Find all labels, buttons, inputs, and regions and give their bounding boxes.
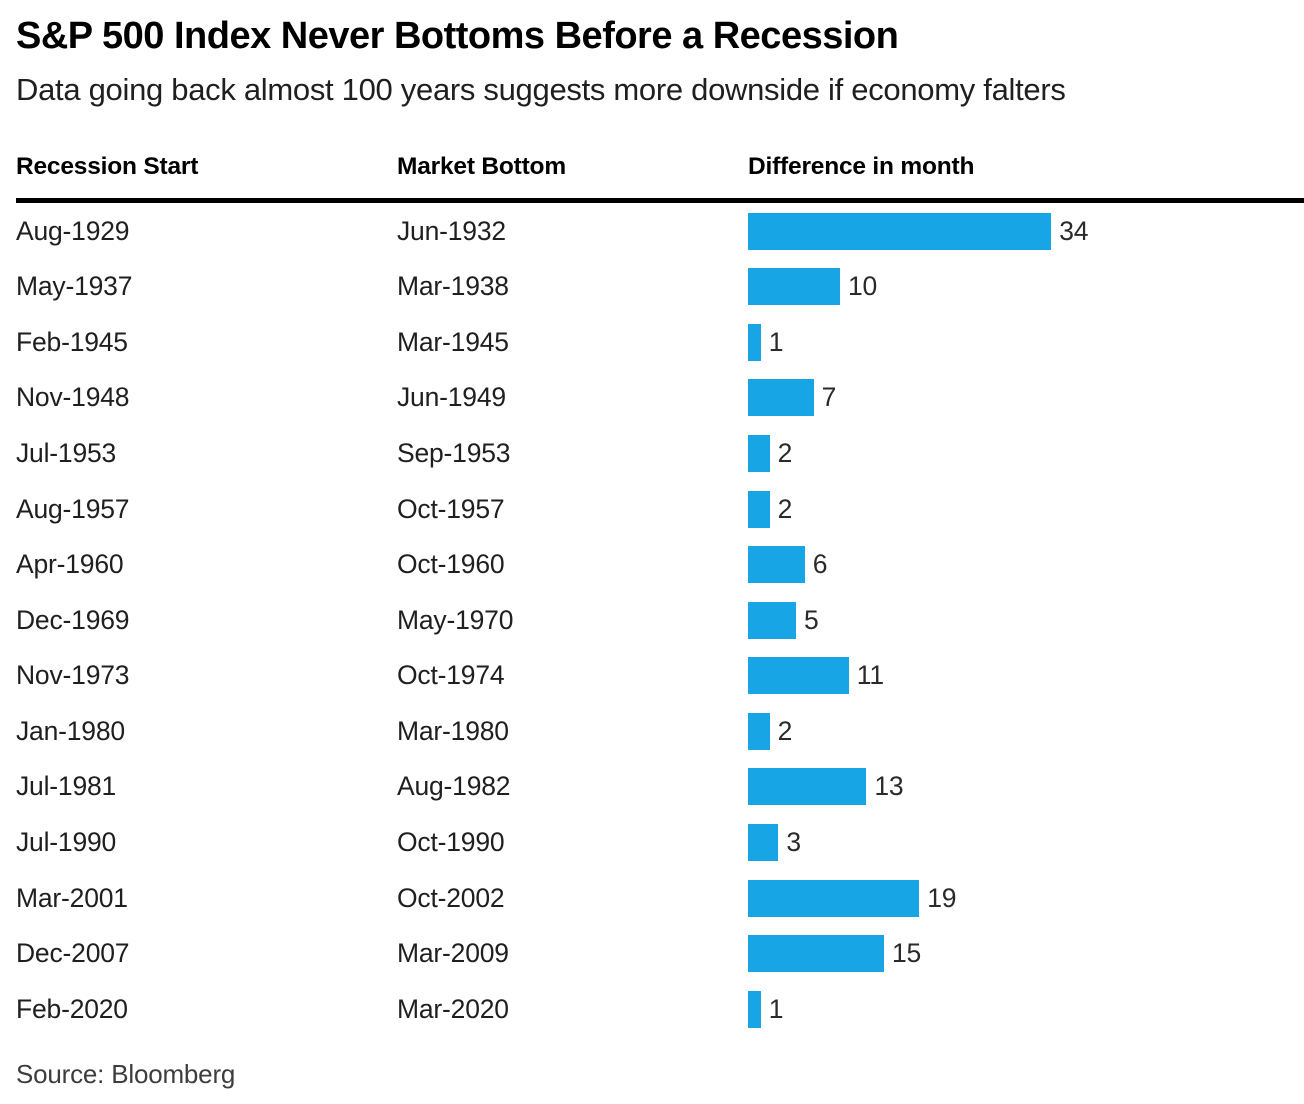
difference-bar bbox=[748, 768, 867, 806]
market-bottom-value: Mar-1980 bbox=[397, 715, 509, 746]
difference-bar bbox=[748, 712, 770, 750]
difference-value-label: 10 bbox=[848, 271, 878, 302]
difference-bar-cell: 3 bbox=[748, 815, 1304, 871]
column-header-market-bottom: Market Bottom bbox=[397, 153, 566, 181]
difference-value-label: 19 bbox=[927, 882, 957, 913]
difference-bar bbox=[748, 990, 761, 1028]
difference-bar bbox=[748, 657, 849, 695]
difference-value-label: 2 bbox=[777, 715, 793, 746]
source-note: Source: Bloomberg bbox=[16, 1059, 236, 1090]
column-header-difference-in-month: Difference in month bbox=[748, 153, 975, 181]
difference-bar-cell: 13 bbox=[748, 759, 1304, 815]
difference-value-label: 3 bbox=[786, 827, 801, 858]
recession-start-value: Feb-2020 bbox=[16, 993, 128, 1024]
column-header-recession-start: Recession Start bbox=[16, 153, 199, 181]
difference-value-label: 7 bbox=[821, 382, 837, 413]
market-bottom-value: Aug-1982 bbox=[397, 771, 511, 802]
table-row: Dec-2007 Mar-2009 15 bbox=[16, 926, 1304, 982]
table-row: Apr-1960 Oct-1960 6 bbox=[16, 537, 1304, 593]
difference-bar-cell: 2 bbox=[748, 481, 1304, 537]
market-bottom-value: Mar-2020 bbox=[397, 993, 509, 1024]
difference-bar-cell: 5 bbox=[748, 592, 1304, 648]
chart-subtitle: Data going back almost 100 years suggest… bbox=[16, 71, 1066, 107]
difference-bar bbox=[748, 879, 920, 917]
difference-value-label: 5 bbox=[804, 604, 819, 635]
recession-start-value: Nov-1948 bbox=[16, 382, 130, 413]
recession-start-value: Aug-1929 bbox=[16, 215, 130, 246]
difference-bar bbox=[748, 601, 796, 639]
recession-start-value: Jan-1980 bbox=[16, 715, 125, 746]
table-row: Jan-1980 Mar-1980 2 bbox=[16, 704, 1304, 760]
table-row: Mar-2001 Oct-2002 19 bbox=[16, 870, 1304, 926]
table-row: Jul-1981 Aug-1982 13 bbox=[16, 759, 1304, 815]
recession-start-value: Jul-1953 bbox=[16, 437, 117, 468]
difference-bar-cell: 10 bbox=[748, 259, 1304, 315]
chart-title: S&P 500 Index Never Bottoms Before a Rec… bbox=[16, 15, 899, 57]
difference-value-label: 34 bbox=[1059, 215, 1089, 246]
market-bottom-value: Jun-1932 bbox=[397, 215, 506, 246]
table-row: Aug-1929 Jun-1932 34 bbox=[16, 203, 1304, 259]
difference-bar bbox=[748, 490, 770, 528]
difference-value-label: 2 bbox=[777, 437, 793, 468]
difference-bar-cell: 11 bbox=[748, 648, 1304, 704]
difference-bar bbox=[748, 379, 814, 417]
difference-value-label: 1 bbox=[768, 326, 784, 357]
difference-bar-cell: 7 bbox=[748, 370, 1304, 426]
market-bottom-value: Mar-2009 bbox=[397, 938, 509, 969]
recession-start-value: Jul-1981 bbox=[16, 771, 117, 802]
table-row: May-1937 Mar-1938 10 bbox=[16, 259, 1304, 315]
market-bottom-value: Jun-1949 bbox=[397, 382, 506, 413]
difference-bar-cell: 6 bbox=[748, 537, 1304, 593]
market-bottom-value: May-1970 bbox=[397, 604, 514, 635]
recession-start-value: Feb-1945 bbox=[16, 326, 128, 357]
market-bottom-value: Oct-2002 bbox=[397, 882, 505, 913]
market-bottom-value: Oct-1957 bbox=[397, 493, 505, 524]
difference-value-label: 2 bbox=[777, 493, 793, 524]
market-bottom-value: Mar-1938 bbox=[397, 271, 509, 302]
recession-start-value: Aug-1957 bbox=[16, 493, 130, 524]
difference-value-label: 6 bbox=[812, 549, 828, 580]
table-header-row: Recession Start Market Bottom Difference… bbox=[16, 153, 1304, 204]
difference-value-label: 1 bbox=[768, 993, 784, 1024]
table-row: Nov-1973 Oct-1974 11 bbox=[16, 648, 1304, 704]
market-bottom-value: Oct-1990 bbox=[397, 827, 505, 858]
table-row: Feb-2020 Mar-2020 1 bbox=[16, 982, 1304, 1038]
recession-start-value: Dec-2007 bbox=[16, 938, 130, 969]
table-row: Feb-1945 Mar-1945 1 bbox=[16, 314, 1304, 370]
recession-start-value: May-1937 bbox=[16, 271, 133, 302]
table-row: Jul-1990 Oct-1990 3 bbox=[16, 815, 1304, 871]
difference-value-label: 15 bbox=[892, 938, 922, 969]
table-row: Dec-1969 May-1970 5 bbox=[16, 592, 1304, 648]
difference-bar bbox=[748, 824, 779, 862]
difference-bar-cell: 19 bbox=[748, 870, 1304, 926]
recession-start-value: Apr-1960 bbox=[16, 549, 124, 580]
table-row: Nov-1948 Jun-1949 7 bbox=[16, 370, 1304, 426]
difference-value-label: 13 bbox=[874, 771, 904, 802]
table-body: Aug-1929 Jun-1932 34 May-1937 Mar-1938 10 Feb-… bbox=[16, 203, 1304, 1037]
market-bottom-value: Oct-1974 bbox=[397, 660, 505, 691]
difference-bar bbox=[748, 546, 805, 584]
difference-bar-cell: 2 bbox=[748, 426, 1304, 482]
difference-value-label: 11 bbox=[856, 660, 884, 691]
recession-start-value: Mar-2001 bbox=[16, 882, 128, 913]
table-row: Jul-1953 Sep-1953 2 bbox=[16, 426, 1304, 482]
recession-start-value: Nov-1973 bbox=[16, 660, 130, 691]
difference-bar-cell: 1 bbox=[748, 982, 1304, 1038]
difference-bar-cell: 34 bbox=[748, 203, 1304, 259]
table-row: Aug-1957 Oct-1957 2 bbox=[16, 481, 1304, 537]
difference-bar bbox=[748, 323, 761, 361]
difference-bar bbox=[748, 212, 1052, 250]
market-bottom-value: Oct-1960 bbox=[397, 549, 505, 580]
market-bottom-value: Sep-1953 bbox=[397, 437, 511, 468]
recession-start-value: Jul-1990 bbox=[16, 827, 117, 858]
difference-bar-cell: 2 bbox=[748, 704, 1304, 760]
difference-bar bbox=[748, 935, 884, 973]
recession-start-value: Dec-1969 bbox=[16, 604, 130, 635]
difference-bar-cell: 1 bbox=[748, 314, 1304, 370]
difference-bar bbox=[748, 268, 840, 306]
market-bottom-value: Mar-1945 bbox=[397, 326, 509, 357]
difference-bar bbox=[748, 434, 770, 472]
difference-bar-cell: 15 bbox=[748, 926, 1304, 982]
